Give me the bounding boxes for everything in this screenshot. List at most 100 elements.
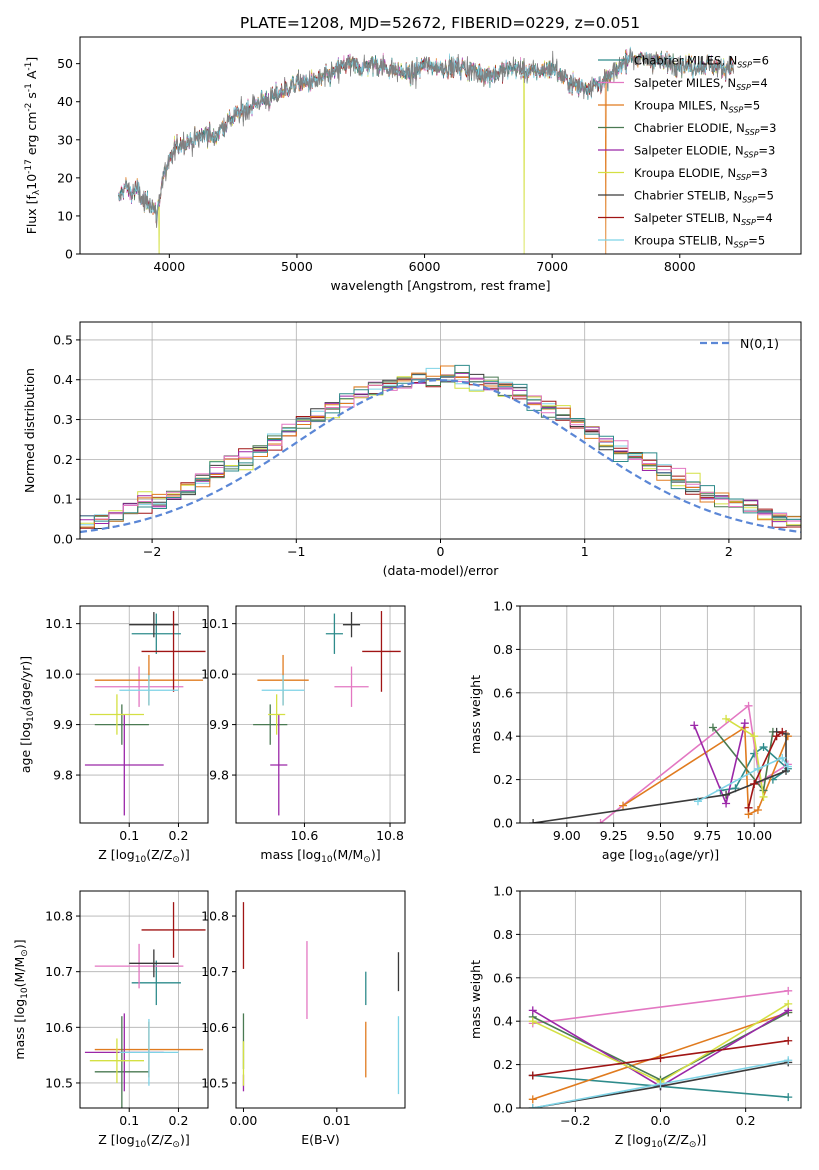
legend-suffix: =5 <box>757 189 774 203</box>
legend-subscript: SSP <box>745 128 760 137</box>
legend-subscript: SSP <box>736 173 751 182</box>
x-tick-label: 4000 <box>153 259 185 274</box>
mass-weight-marker <box>722 714 731 723</box>
axes-frame: 0.00 0.01 10.5 10.6 10.7 10.8 E(B-V) <box>201 890 406 1147</box>
label-script: ⊙ <box>20 949 30 957</box>
y-tick-label: 10 <box>57 208 73 223</box>
y-tick-label: 10.8 <box>45 909 73 924</box>
y-tick-label: 0.4 <box>493 729 513 744</box>
label-text: (Z/Z <box>663 1132 689 1147</box>
axes-frame: 4000 5000 6000 7000 8000 0 10 20 30 40 50 wavelengt… <box>24 36 802 293</box>
legend-entry: Chabrier ELODIE, NSSP=3 <box>634 121 776 137</box>
y-tick-label: 0.4 <box>493 1014 513 1029</box>
legend-label: Salpeter ELODIE, N <box>634 144 744 158</box>
x-axis-label: Z [log10​(Z/Z⊙​)] <box>615 1132 706 1150</box>
y-tick-label: 9.8 <box>53 768 73 783</box>
legend-entry: Chabrier STELIB, NSSP=5 <box>634 189 774 205</box>
mass-weight-vs-metallicity-panel: −0.2 0.0 0.2 0.0 0.2 0.4 0.6 0.8 1.0 Z [log10​(Z/… <box>468 884 802 1150</box>
x-axis-label: mass [log10​(M/M⊙​)] <box>260 847 380 865</box>
y-tick-label: 10.1 <box>45 616 73 631</box>
legend-label: N(0,1) <box>740 336 779 351</box>
mass-weight-marker <box>693 797 702 806</box>
mass-weight-marker <box>744 803 753 812</box>
label-script: 10 <box>651 1140 663 1150</box>
label-script: ⊙ <box>172 855 180 865</box>
y-axis-label: mass weight <box>468 675 483 754</box>
x-tick-label: −1 <box>287 544 305 559</box>
y-tick-label: 0.6 <box>493 685 513 700</box>
x-tick-label: 10.8 <box>376 828 404 843</box>
mass-weight-marker <box>656 1054 665 1063</box>
plot-area <box>80 364 801 536</box>
legend-entry: Kroupa STELIB, NSSP=5 <box>634 234 765 250</box>
label-text: (age/yr)] <box>18 656 33 711</box>
label-script: -1 <box>24 83 34 92</box>
mass-weight-marker <box>750 779 759 788</box>
y-axis-label: mass [log10​(M/M⊙​)] <box>12 939 30 1059</box>
label-text: (M/M <box>12 957 27 988</box>
y-tick-label: 30 <box>57 132 73 147</box>
x-tick-label: 7000 <box>536 259 568 274</box>
legend-entry: Salpeter STELIB, NSSP=4 <box>634 211 773 227</box>
x-tick-label: 10.00 <box>736 828 772 843</box>
label-text: (M/M <box>333 847 364 862</box>
label-text: )] <box>371 847 381 862</box>
mass-weight-marker <box>759 743 768 752</box>
label-script: ⊙ <box>172 1140 180 1150</box>
axes-border <box>79 605 209 824</box>
mass-weight-marker <box>782 766 791 775</box>
mass-weight-marker <box>783 762 792 771</box>
age-vs-metallicity-panel: 0.1 0.2 9.8 9.9 10.0 10.1 Z [log10​(Z/Z⊙​)] age… <box>18 605 209 865</box>
x-tick-label: 1 <box>581 544 589 559</box>
axes-border <box>79 890 209 1109</box>
mass-weight-marker <box>750 732 759 741</box>
x-tick-label: 0.1 <box>119 828 139 843</box>
legend-suffix: =3 <box>760 121 777 135</box>
axes-frame: 9.00 9.25 9.50 9.75 10.00 0.0 0.2 0.4 0.6 0.8 1.0 a… <box>468 599 802 865</box>
label-text: )] <box>12 939 27 949</box>
label-script: λ <box>32 189 42 195</box>
label-text: (data-model)/error <box>383 563 500 578</box>
legend-suffix: =3 <box>758 144 775 158</box>
mass-vs-metallicity-panel: 0.1 0.2 10.5 10.6 10.7 10.8 Z [log10​(Z/Z⊙​)] m… <box>12 890 209 1150</box>
legend-suffix: =4 <box>756 211 773 225</box>
legend-label: Salpeter MILES, N <box>634 76 736 90</box>
axes-border <box>235 605 406 824</box>
label-text: mass weight <box>468 960 483 1039</box>
axes-border <box>79 36 802 255</box>
legend-label: Kroupa STELIB, N <box>634 234 734 248</box>
y-tick-label: 10.6 <box>201 1020 229 1035</box>
label-script: -2 <box>24 103 34 112</box>
y-tick-label: 0.2 <box>53 452 73 467</box>
x-axis-label: wavelength [Angstrom, rest frame] <box>330 278 550 293</box>
legend-subscript: SSP <box>741 218 756 227</box>
y-tick-label: 0.8 <box>493 927 513 942</box>
legend-label: Salpeter STELIB, N <box>634 211 741 225</box>
y-axis-label: Flux [fλ​10-17​ erg cm-2​ s-1​ A-1​] <box>24 57 42 235</box>
figure-title: PLATE=1208, MJD=52672, FIBERID=0229, z=0… <box>240 14 640 32</box>
x-tick-label: 9.00 <box>553 828 581 843</box>
legend-entry: Salpeter MILES, NSSP=4 <box>634 76 768 92</box>
x-tick-label: 10.6 <box>291 828 319 843</box>
x-tick-label: 0.0 <box>651 1113 671 1128</box>
plot-area <box>84 902 206 1108</box>
y-tick-label: 0.2 <box>493 772 513 787</box>
x-tick-label: 2 <box>725 544 733 559</box>
mass-weight-marker <box>596 819 605 823</box>
label-text: N(0,1) <box>740 336 779 351</box>
x-tick-label: 0.1 <box>119 1113 139 1128</box>
x-tick-label: −0.2 <box>560 1113 590 1128</box>
label-script: 10 <box>26 710 36 722</box>
label-text: age [log <box>602 847 653 862</box>
label-text: mass [log <box>12 999 27 1060</box>
legend-suffix: =4 <box>751 76 768 90</box>
legend-label: Kroupa ELODIE, N <box>634 166 736 180</box>
label-text: erg cm <box>24 112 39 160</box>
plot-area <box>253 611 401 816</box>
y-tick-label: 10.0 <box>45 667 73 682</box>
legend-suffix: =3 <box>751 166 768 180</box>
legend-label: Chabrier MILES, N <box>634 54 737 68</box>
y-tick-label: 10.5 <box>45 1075 73 1090</box>
plot-area <box>242 902 400 1095</box>
x-tick-label: 9.25 <box>600 828 628 843</box>
